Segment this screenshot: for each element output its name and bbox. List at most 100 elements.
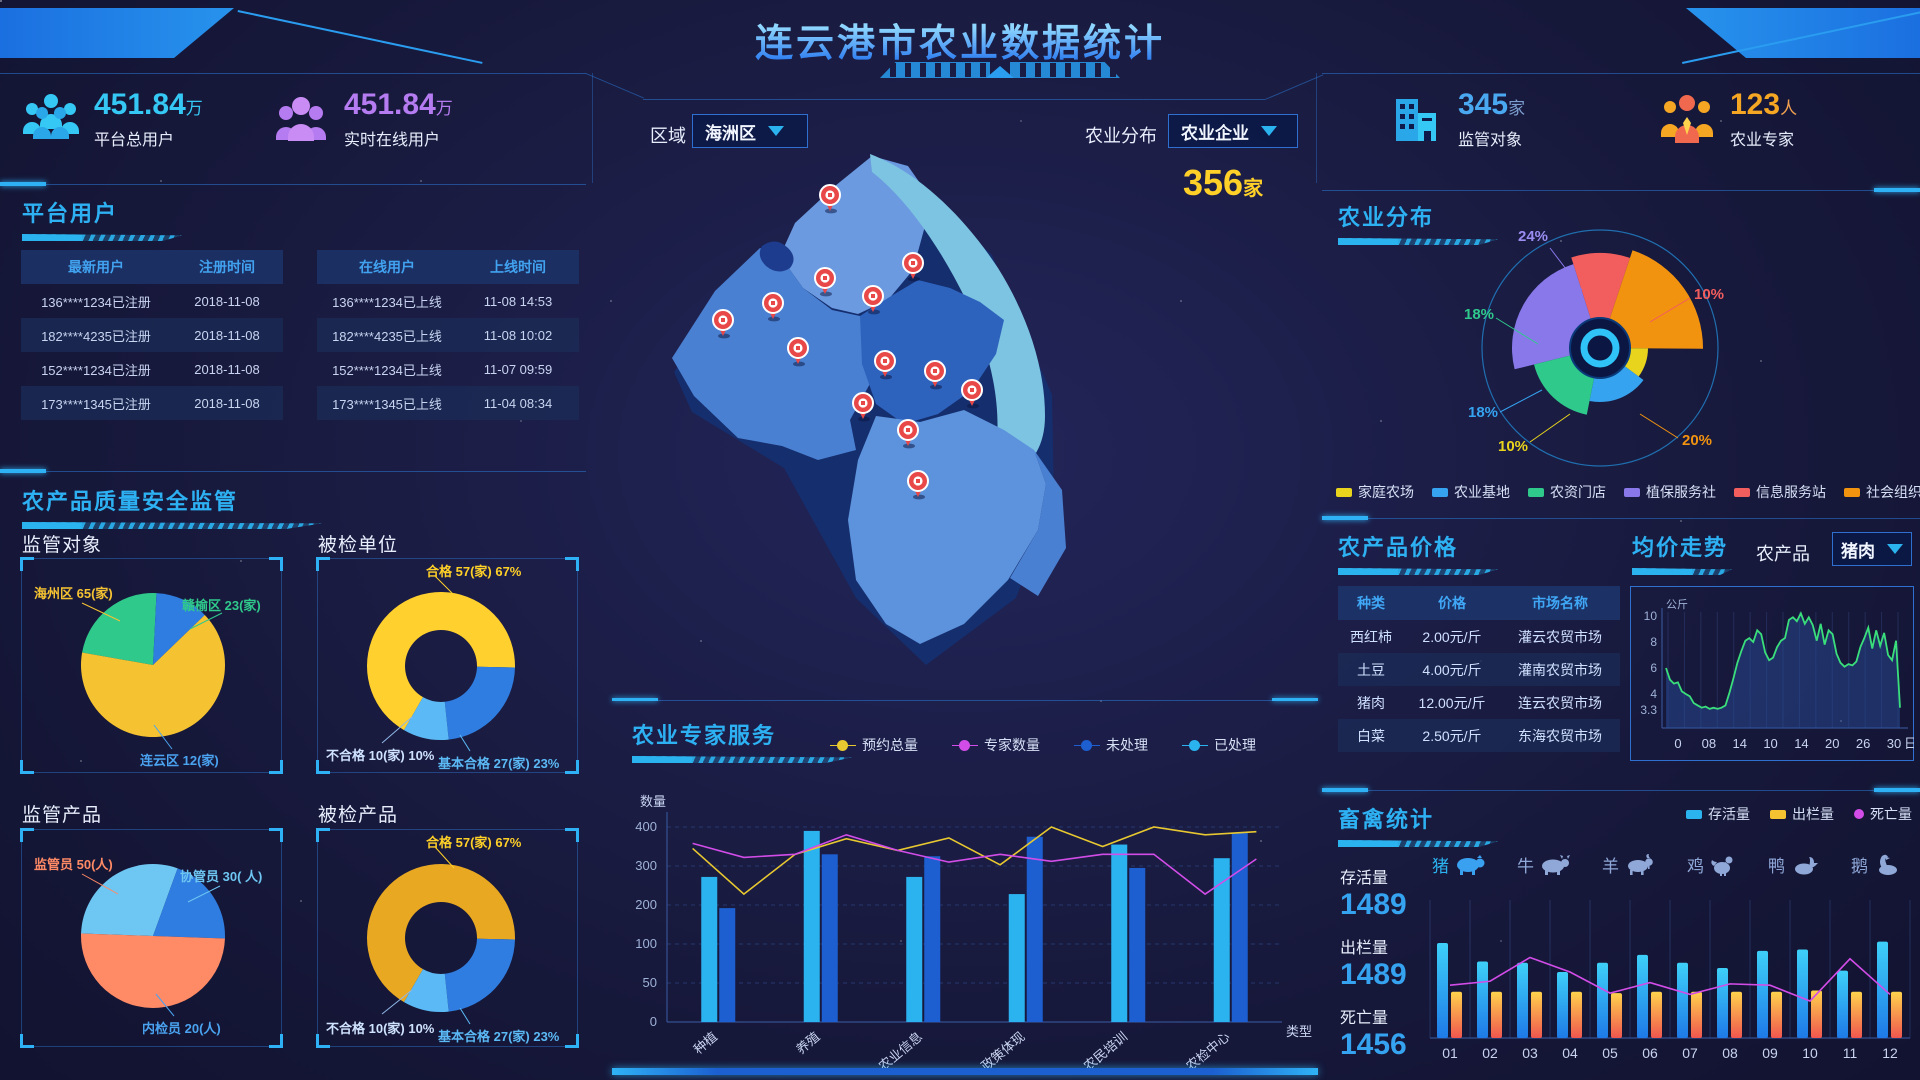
animal-tab-pig[interactable]: 猪 — [1432, 852, 1485, 877]
cell-price: 2.00元/斤 — [1422, 628, 1482, 645]
map-pin[interactable] — [852, 392, 874, 422]
table-row[interactable]: 152****1234已上线 11-07 09:59 — [317, 352, 579, 386]
svg-text:农民培训: 农民培训 — [1081, 1029, 1130, 1072]
table-row[interactable]: 136****1234已注册 2018-11-08 — [21, 284, 283, 318]
region-select[interactable]: 海洲区 — [692, 114, 808, 148]
animal-tab-goat[interactable]: 羊 — [1602, 852, 1655, 877]
section-agri-distribution: 农业分布 24% 10% 18% 18% 10% 20% 家庭农场 农业基地 农… — [1330, 190, 1920, 518]
table-row[interactable]: 173****1345已上线 11-04 08:34 — [317, 386, 579, 420]
map-pin[interactable] — [902, 252, 924, 282]
online-table: 在线用户 上线时间 136****1234已上线 11-08 14:53 182**… — [317, 250, 579, 420]
rose-callout: 18% — [1468, 404, 1499, 421]
map-pin[interactable] — [712, 309, 734, 339]
animal-label: 鹅 — [1851, 857, 1868, 876]
product-select[interactable]: 猪肉 — [1832, 532, 1912, 566]
divider-map-bottom — [612, 700, 1318, 701]
section-title: 农业专家服务 — [632, 723, 777, 748]
chevron-down-icon — [1887, 544, 1903, 554]
table-row[interactable]: 152****1234已注册 2018-11-08 — [21, 352, 283, 386]
legend-item[interactable]: 社会组织 — [1844, 482, 1920, 502]
legend-item[interactable]: 农业基地 — [1432, 482, 1510, 502]
subtitle-checked-unit: 被检单位 — [318, 535, 399, 556]
map-pin[interactable] — [874, 350, 896, 380]
table-row[interactable]: 白菜 2.50元/斤 东海农贸市场 — [1338, 719, 1620, 752]
checked-product-donut[interactable] — [361, 858, 521, 1018]
section-title-underline — [22, 234, 182, 241]
price-trend-chart[interactable]: 公斤 3.3 4 6 8 10 0 08 14 10 14 20 26 30日期 — [1630, 586, 1914, 761]
legend-label: 未处理 — [1106, 737, 1148, 753]
agri-distribution-rose-chart[interactable] — [1450, 198, 1750, 498]
table-row[interactable]: 173****1345已注册 2018-11-08 — [21, 386, 283, 420]
legend-label: 信息服务站 — [1756, 484, 1826, 500]
legend-label: 专家数量 — [984, 737, 1040, 753]
chart-box-checked-product: 合格 57(家) 67% 不合格 10(家) 10% 基本合格 27(家) 23… — [316, 828, 579, 1048]
table-row[interactable]: 西红柿 2.00元/斤 灌云农贸市场 — [1338, 620, 1620, 653]
section-livestock: 畜禽统计 存活量 出栏量 死亡量 存活量 1489 出栏量 1489 死亡量 1… — [1330, 790, 1920, 1080]
animal-tab-duck[interactable]: 鸭 — [1768, 852, 1819, 877]
map-pin[interactable] — [961, 379, 983, 409]
title-decoration-right — [1010, 62, 1120, 78]
svg-text:养殖: 养殖 — [793, 1029, 823, 1057]
legend-item[interactable]: 出栏量 — [1770, 804, 1834, 824]
rose-callout: 24% — [1518, 228, 1549, 245]
col-header: 价格 — [1438, 595, 1466, 611]
livestock-chart[interactable]: 01 02 03 04 05 06 07 08 09 10 11 12 — [1424, 890, 1916, 1070]
animal-tab-goose[interactable]: 鹅 — [1851, 852, 1902, 877]
divider-highlight — [612, 698, 658, 701]
map-pin[interactable] — [762, 292, 784, 322]
map-pin[interactable] — [924, 360, 946, 390]
legend-item[interactable]: 死亡量 — [1854, 804, 1912, 824]
legend-item[interactable]: 农资门店 — [1528, 482, 1606, 502]
dist-select[interactable]: 农业企业 — [1168, 114, 1298, 148]
stat-label: 监管对象 — [1458, 132, 1523, 149]
animal-tab-cattle[interactable]: 牛 — [1517, 852, 1570, 877]
cell-price: 12.00元/斤 — [1418, 694, 1486, 711]
animal-tab-chicken[interactable]: 鸡 — [1687, 852, 1736, 877]
cattle-icon — [1542, 854, 1570, 875]
city-map[interactable] — [620, 128, 1320, 703]
table-row[interactable]: 猪肉 12.00元/斤 连云农贸市场 — [1338, 686, 1620, 719]
legend-item[interactable]: 家庭农场 — [1336, 482, 1414, 502]
frame-diag-left — [585, 73, 644, 99]
stat-label: 农业专家 — [1730, 132, 1795, 149]
pie-callout: 连云区 12(家) — [140, 753, 219, 768]
legend-item[interactable]: 植保服务社 — [1624, 482, 1716, 502]
legend-label: 农业基地 — [1454, 484, 1510, 500]
legend-item[interactable]: 预约总量 — [830, 735, 918, 755]
map-pin[interactable] — [819, 184, 841, 214]
col-header: 种类 — [1357, 595, 1385, 611]
table-row[interactable]: 182****4235已上线 11-08 10:02 — [317, 318, 579, 352]
district-southeast — [1010, 450, 1066, 596]
table-row[interactable]: 136****1234已上线 11-08 14:53 — [317, 284, 579, 318]
table-row[interactable]: 土豆 4.00元/斤 灌南农贸市场 — [1338, 653, 1620, 686]
supervise-target-pie[interactable] — [73, 585, 233, 745]
legend-item[interactable]: 未处理 — [1074, 735, 1148, 755]
page-title: 连云港市农业数据统计 — [754, 23, 1165, 65]
stat-label: 实时在线用户 — [344, 132, 441, 149]
map-pin[interactable] — [862, 285, 884, 315]
legend-item[interactable]: 专家数量 — [952, 735, 1040, 755]
divider — [0, 184, 586, 185]
expert-legend: 预约总量 专家数量 未处理 已处理 — [830, 735, 1256, 755]
map-pin[interactable] — [787, 337, 809, 367]
animal-label: 牛 — [1517, 857, 1534, 876]
map-pin[interactable] — [814, 267, 836, 297]
animal-label: 羊 — [1602, 857, 1619, 876]
cell-user: 152****1234已注册 — [41, 362, 151, 378]
title-decoration-left — [880, 62, 990, 78]
stat-label: 死亡量 — [1340, 1010, 1389, 1027]
legend-item[interactable]: 存活量 — [1686, 804, 1750, 824]
bottom-decoration-bar — [612, 1068, 1318, 1075]
map-pin[interactable] — [897, 419, 919, 449]
svg-text:50: 50 — [643, 975, 657, 990]
frame-line-right — [1322, 73, 1920, 74]
legend-item[interactable]: 已处理 — [1182, 735, 1256, 755]
map-pin[interactable] — [907, 470, 929, 500]
legend-item[interactable]: 信息服务站 — [1734, 482, 1826, 502]
table-row[interactable]: 182****4235已注册 2018-11-08 — [21, 318, 283, 352]
divider-highlight — [0, 469, 46, 473]
supervise-product-pie[interactable] — [73, 856, 233, 1016]
cell-time: 2018-11-08 — [194, 327, 260, 343]
checked-unit-donut[interactable] — [361, 586, 521, 746]
